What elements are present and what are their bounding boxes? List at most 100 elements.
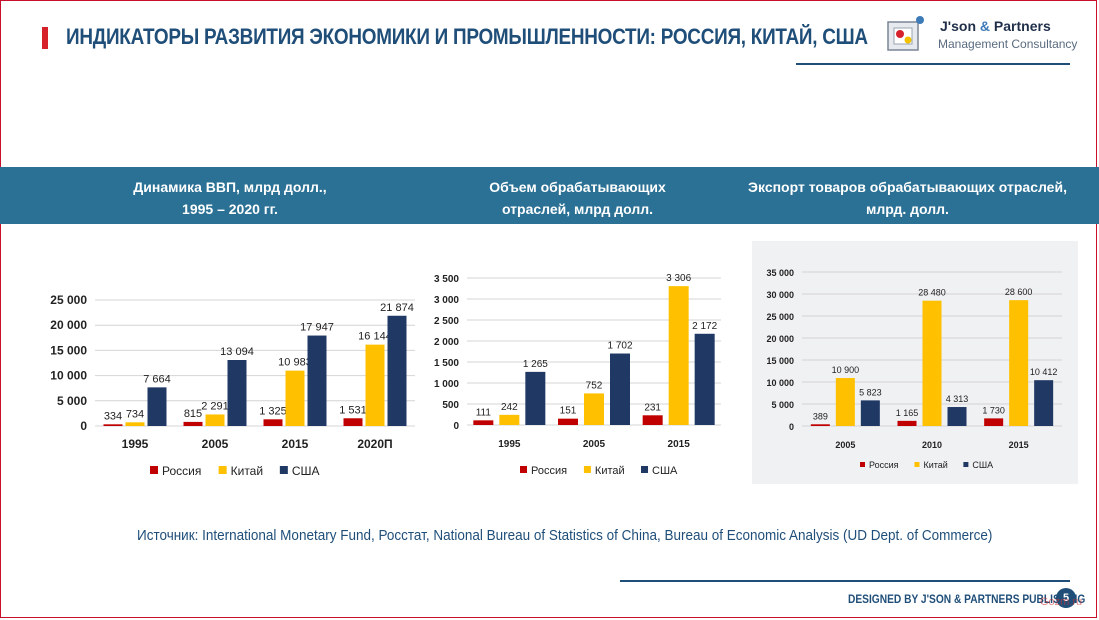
data-label: 21 874 (380, 302, 414, 314)
bar-china (668, 286, 689, 425)
data-label: 334 (104, 410, 122, 422)
gdp-chart: 0 5 000 10 000 15 000 20 000 25 000 334 734 7 66… (30, 280, 430, 485)
bar-usa (525, 371, 546, 425)
legend-label: Китай (231, 464, 263, 478)
y-tick-label: 15 000 (50, 343, 87, 357)
panel-titles-band (0, 167, 1099, 224)
category-label: 2020П (357, 437, 392, 451)
data-label: 28 600 (1005, 287, 1033, 297)
y-tick-label: 5 000 (771, 400, 794, 410)
data-label: 2 291 (201, 400, 229, 412)
y-tick-label: 10 000 (766, 378, 794, 388)
category-label: 2010 (922, 440, 942, 450)
y-tick-label: 1 500 (434, 358, 459, 369)
legend-swatch-russia (520, 466, 527, 473)
y-tick-label: 3 000 (434, 295, 459, 306)
data-label: 2 172 (692, 321, 717, 332)
logo-subtitle: Management Consultancy (938, 37, 1078, 51)
bar-usa (610, 353, 630, 425)
legend-label: Китай (595, 465, 625, 477)
y-tick-label: 35 000 (766, 268, 794, 278)
data-label: 1 325 (259, 405, 287, 417)
logo-ampersand: & (979, 18, 991, 34)
data-label: 4 313 (946, 394, 969, 404)
watermark: Gozm.ru (1040, 596, 1083, 608)
data-label: 1 165 (896, 408, 919, 418)
bar-usa (694, 333, 715, 425)
y-tick-label: 30 000 (766, 290, 794, 300)
legend-swatch-russia (860, 462, 865, 467)
data-label: 10 983 (278, 357, 312, 369)
legend-label: Россия (162, 464, 201, 478)
bar-usa (860, 400, 880, 426)
panel-title-manufacturing: Объем обрабатывающих отраслей, млрд долл… (455, 176, 700, 220)
y-tick-label: 0 (789, 422, 794, 432)
legend-swatch-usa (641, 466, 649, 473)
data-label: 815 (184, 408, 202, 420)
bar-usa (947, 407, 967, 426)
data-label: 1 702 (607, 341, 632, 352)
y-tick-label: 2 500 (434, 316, 459, 327)
bar-russia (984, 418, 1004, 426)
page-title: ИНДИКАТОРЫ РАЗВИТИЯ ЭКОНОМИКИ И ПРОМЫШЛЕ… (66, 24, 868, 49)
data-label: 10 900 (832, 365, 860, 375)
y-tick-label: 15 000 (766, 356, 794, 366)
legend-swatch-china (218, 466, 227, 474)
bar-russia (897, 420, 917, 426)
panel-title-gdp-line1: Динамика ВВП, млрд долл., (133, 179, 327, 195)
title-accent-bar (42, 27, 48, 49)
legend-label: Россия (869, 460, 899, 470)
category-label: 2015 (1009, 440, 1029, 450)
page-number: 5 (1056, 588, 1076, 608)
legend-swatch-russia (150, 466, 158, 474)
bar-russia (473, 420, 494, 425)
bar-usa (147, 387, 167, 426)
bar-russia (263, 419, 283, 426)
export-chart: 0 5 000 10 000 15 000 20 000 25 000 30 000 35 0… (752, 262, 1072, 477)
legend-swatch-usa (279, 466, 288, 474)
data-label: 13 094 (220, 346, 254, 358)
y-tick-label: 20 000 (50, 318, 87, 332)
legend-label: Китай (923, 460, 947, 470)
logo-name: J'son & Partners (940, 18, 1051, 34)
company-logo-icon (887, 16, 924, 51)
y-tick-label: 2 000 (434, 337, 459, 348)
data-label: 28 480 (918, 288, 946, 298)
data-label: 151 (560, 406, 577, 417)
category-label: 2005 (583, 439, 606, 450)
bar-china (835, 378, 855, 426)
data-label: 1 531 (339, 404, 367, 416)
bar-russia (558, 418, 578, 425)
category-label: 2015 (282, 437, 309, 451)
y-tick-label: 500 (442, 400, 459, 411)
y-tick-label: 10 000 (50, 369, 87, 383)
legend-label: США (292, 464, 320, 478)
data-label: 734 (126, 408, 144, 420)
data-label: 1 730 (982, 405, 1005, 415)
bar-china (365, 344, 385, 426)
chart-svg-0: 0 5 000 10 000 15 000 20 000 25 000 334 734 7 66… (50, 293, 415, 478)
y-tick-label: 5 000 (57, 394, 87, 408)
category-label: 1995 (122, 437, 149, 451)
panel-title-manufacturing-line1: Объем обрабатывающих (489, 179, 666, 195)
data-label: 752 (586, 380, 603, 391)
panel-title-gdp: Динамика ВВП, млрд долл., 1995 – 2020 гг… (110, 176, 350, 220)
bar-usa (227, 360, 247, 426)
legend-swatch-usa (963, 462, 969, 467)
bar-china (499, 414, 520, 425)
manufacturing-chart: 0 500 1 000 1 500 2 000 2 500 3 000 3 500 111 242… (425, 262, 725, 480)
category-label: 2005 (202, 437, 229, 451)
legend-swatch-china (583, 466, 591, 473)
data-label: 1 265 (523, 359, 548, 370)
data-label: 10 412 (1030, 367, 1058, 377)
legend-label: США (972, 460, 993, 470)
data-label: 389 (813, 411, 828, 421)
logo-name-first: J'son (940, 18, 977, 34)
category-label: 1995 (498, 439, 521, 450)
bar-china (205, 414, 225, 426)
y-tick-label: 25 000 (766, 312, 794, 322)
y-tick-label: 20 000 (766, 334, 794, 344)
bar-china (285, 370, 305, 426)
legend-label: США (652, 465, 678, 477)
bar-china (1009, 300, 1029, 426)
